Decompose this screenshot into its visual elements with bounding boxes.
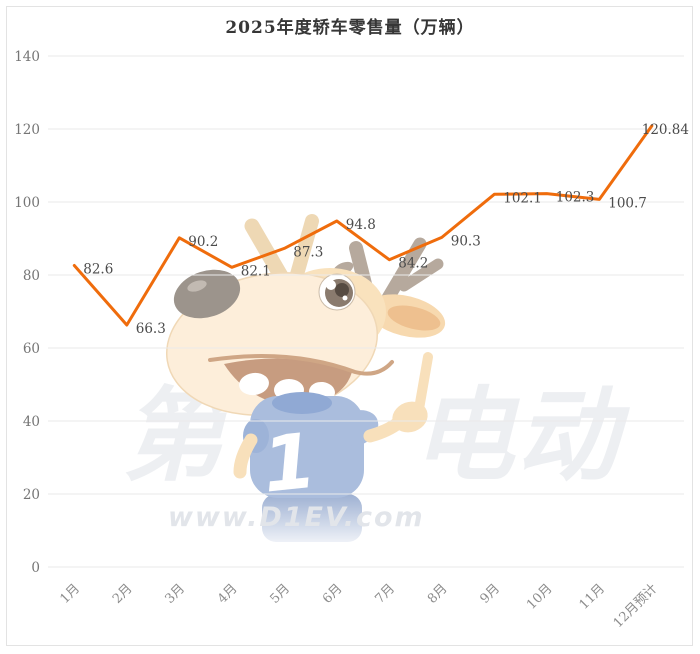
watermark-brand-char: 动 (516, 377, 618, 496)
chart-title: 2025年度轿车零售量（万辆） (225, 18, 475, 38)
x-axis-tick-label: 2月 (110, 581, 136, 607)
watermark-site-url: www.D1EV.com (168, 502, 425, 533)
x-axis-tick-label: 4月 (215, 581, 241, 607)
data-point-label: 66.3 (136, 321, 166, 337)
y-axis-tick-label: 100 (14, 195, 40, 211)
data-point-label: 102.1 (503, 190, 542, 206)
x-axis-tick-label: 1月 (57, 581, 83, 607)
x-axis-tick-label: 9月 (477, 581, 503, 607)
y-axis-tick-label: 40 (23, 414, 40, 430)
data-point-label: 94.8 (346, 217, 376, 233)
data-point-label: 82.1 (241, 263, 271, 279)
y-axis-tick-label: 80 (23, 268, 40, 284)
x-axis-tick-label: 3月 (162, 581, 188, 607)
x-axis-tick-label: 5月 (267, 581, 293, 607)
data-point-label: 100.7 (608, 195, 647, 211)
data-point-label: 120.84 (642, 122, 689, 138)
mascot-nose (173, 269, 241, 319)
data-point-label: 90.3 (451, 233, 481, 249)
y-axis-tick-label: 60 (23, 341, 40, 357)
y-axis-tick-label: 0 (31, 560, 40, 576)
mascot-ear (366, 294, 446, 338)
watermark-brand-char: 电 (412, 377, 514, 496)
data-series-line (72, 124, 654, 327)
mascot-eye (318, 273, 356, 311)
data-point-label: 82.6 (83, 262, 113, 278)
data-point-label: 84.2 (398, 256, 428, 272)
x-axis-tick-label: 8月 (425, 581, 451, 607)
mascot-pointing-hand (363, 352, 433, 443)
data-point-label: 90.2 (188, 234, 218, 250)
data-point-label: 102.3 (556, 190, 595, 206)
x-axis-tick-label: 6月 (320, 581, 346, 607)
y-axis-tick-label: 120 (14, 122, 40, 138)
y-axis-tick-label: 140 (14, 49, 40, 65)
x-axis-tick-label: 12月预计 (611, 581, 661, 631)
data-point-label: 87.3 (293, 244, 323, 260)
x-axis-tick-label: 10月 (524, 581, 555, 612)
y-axis-tick-label: 20 (23, 487, 40, 503)
x-axis-tick-label: 7月 (372, 581, 398, 607)
x-axis-tick-label: 11月 (577, 581, 608, 612)
